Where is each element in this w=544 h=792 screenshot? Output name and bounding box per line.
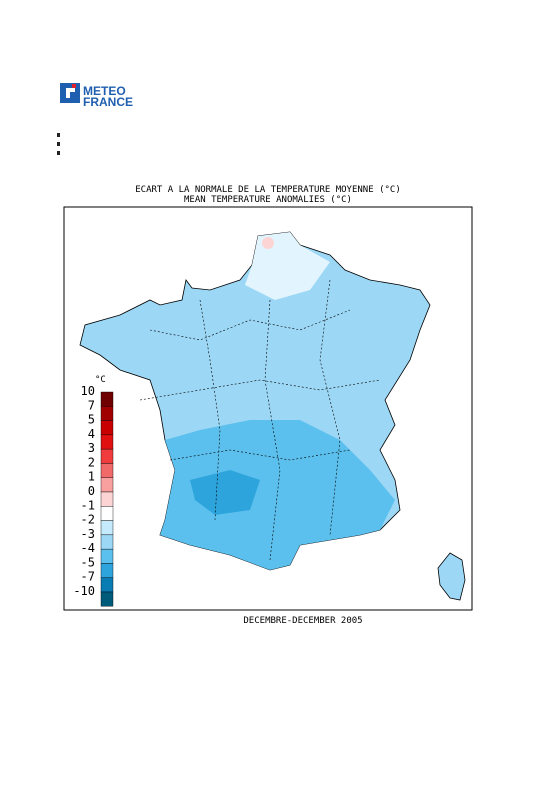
legend-swatch [100,534,114,550]
legend-label: -4 [81,541,95,555]
map-title: ECART A LA NORMALE DE LA TEMPERATURE MOY… [135,185,401,195]
legend-label: -7 [81,570,95,584]
corsica [437,552,466,601]
legend-swatch [100,406,114,421]
logo-text: METEO [83,84,126,98]
legend-swatch [100,548,114,564]
legend-swatch [100,506,114,521]
mild-zone [245,232,330,300]
warm-spot [262,237,274,249]
legend-swatch [100,434,114,450]
legend-label: 7 [88,398,95,412]
legend-swatch [100,420,114,436]
legend-label: -5 [81,555,95,569]
legend-swatch [100,391,114,407]
legend-swatch [100,463,114,478]
legend-label: 2 [88,455,95,469]
map-frame [63,206,473,611]
legend-label: -10 [73,584,95,598]
side-marks [57,133,60,155]
legend-label: 4 [88,427,95,441]
legend-swatch [100,491,114,507]
legend-label: 10 [81,384,95,398]
logo-shape [66,88,75,98]
department-borders [139,279,381,561]
legend-label: 3 [88,441,95,455]
legend-swatch [100,520,114,536]
legend-label: 1 [88,470,95,484]
legend-swatch [100,563,114,578]
france-map [79,231,466,601]
legend-swatch [100,477,114,493]
legend-swatch [100,577,114,593]
legend-label: 0 [88,484,95,498]
logo: METEO FRANCE [60,83,133,109]
legend-label: 5 [88,413,95,427]
legend-label: -3 [81,527,95,541]
legend-swatch [100,591,114,607]
colder-zone [190,470,260,515]
legend-swatch [100,448,114,464]
legend-label: -1 [81,498,95,512]
logo-dot [72,84,76,88]
map-subtitle: MEAN TEMPERATURE ANOMALIES (°C) [184,195,352,205]
legend-unit: °C [95,375,106,385]
legend-label: -2 [81,513,95,527]
logo-text: FRANCE [83,95,133,109]
period: DECEMBRE-DECEMBER 2005 [243,616,362,626]
